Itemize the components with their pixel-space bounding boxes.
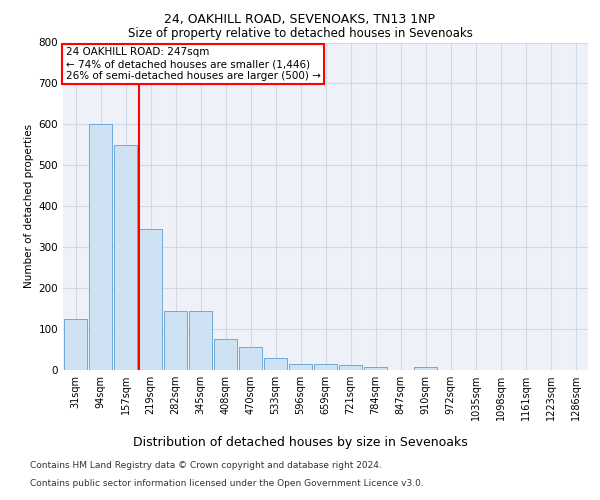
Bar xyxy=(189,310,212,370)
Bar xyxy=(164,310,187,370)
Text: Distribution of detached houses by size in Sevenoaks: Distribution of detached houses by size … xyxy=(133,436,467,449)
Bar xyxy=(289,364,312,370)
Bar xyxy=(364,367,387,370)
Bar xyxy=(314,364,337,370)
Text: 24, OAKHILL ROAD, SEVENOAKS, TN13 1NP: 24, OAKHILL ROAD, SEVENOAKS, TN13 1NP xyxy=(164,12,436,26)
Bar xyxy=(214,340,237,370)
Y-axis label: Number of detached properties: Number of detached properties xyxy=(25,124,34,288)
Bar xyxy=(89,124,112,370)
Bar xyxy=(64,319,87,370)
Bar xyxy=(414,366,437,370)
Bar xyxy=(339,365,362,370)
Bar xyxy=(139,229,162,370)
Bar xyxy=(114,145,137,370)
Text: Size of property relative to detached houses in Sevenoaks: Size of property relative to detached ho… xyxy=(128,28,472,40)
Text: 24 OAKHILL ROAD: 247sqm
← 74% of detached houses are smaller (1,446)
26% of semi: 24 OAKHILL ROAD: 247sqm ← 74% of detache… xyxy=(65,48,320,80)
Text: Contains public sector information licensed under the Open Government Licence v3: Contains public sector information licen… xyxy=(30,478,424,488)
Bar xyxy=(264,358,287,370)
Text: Contains HM Land Registry data © Crown copyright and database right 2024.: Contains HM Land Registry data © Crown c… xyxy=(30,461,382,470)
Bar xyxy=(239,348,262,370)
